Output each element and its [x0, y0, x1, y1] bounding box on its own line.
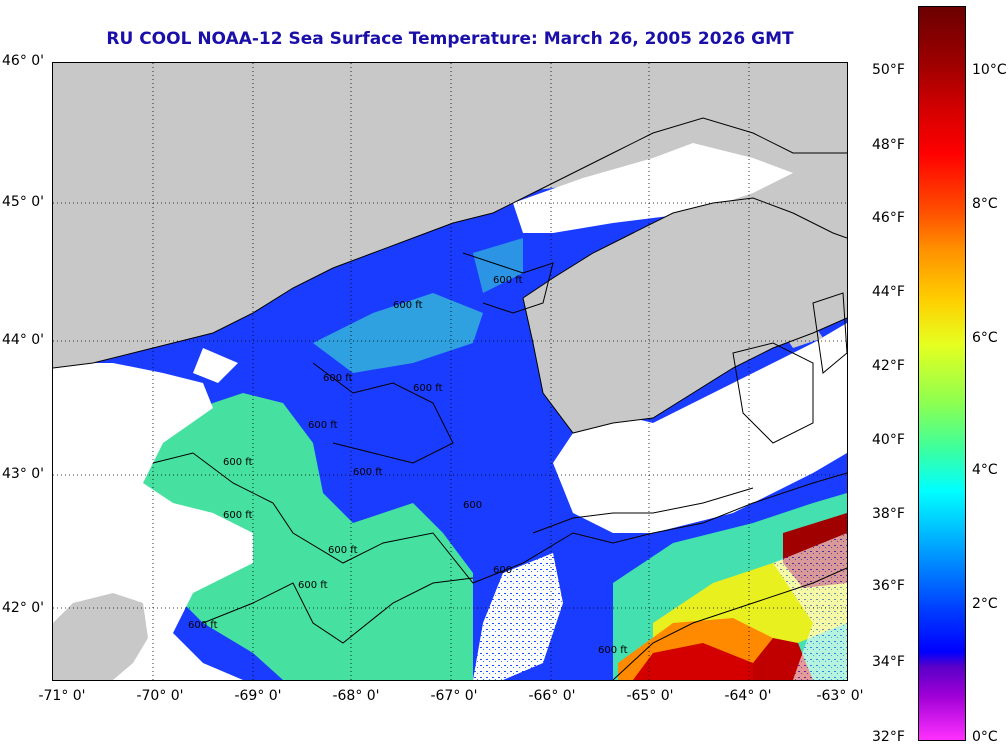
contour-label: 600 ft — [413, 383, 443, 394]
contour-label: 600 ft — [308, 420, 338, 431]
contour-label: 600 ft — [188, 620, 218, 631]
celsius-label: 0°C — [972, 729, 998, 745]
longitude-label: -69° 0' — [234, 688, 282, 704]
fahrenheit-label: 36°F — [872, 578, 905, 594]
fahrenheit-label: 42°F — [872, 358, 905, 374]
contour-label: 600 — [493, 565, 512, 576]
sst-map[interactable]: 600 ft 600 ft 600 ft 600 ft 600 ft 600 f… — [52, 62, 848, 681]
celsius-label: 4°C — [972, 462, 998, 478]
cloud-bay-of-fundy — [513, 143, 793, 233]
cloud-nova-scotia-shelf — [553, 323, 847, 533]
latitude-label: 43° 0' — [2, 466, 45, 482]
latitude-label: 46° 0' — [2, 53, 45, 69]
contour-label: 600 ft — [223, 457, 253, 468]
longitude-label: -68° 0' — [332, 688, 380, 704]
fahrenheit-label: 44°F — [872, 284, 905, 300]
longitude-label: -71° 0' — [38, 688, 86, 704]
coastline-nova-scotia — [522, 197, 847, 434]
latitude-label: 45° 0' — [2, 194, 45, 210]
contour-label: 600 ft — [393, 300, 423, 311]
contour-label: 600 ft — [323, 373, 353, 384]
land-cape-cod — [53, 593, 148, 680]
fahrenheit-label: 34°F — [872, 654, 905, 670]
contour-label: 600 ft — [353, 467, 383, 478]
celsius-label: 2°C — [972, 596, 998, 612]
contour-label: 600 ft — [223, 510, 253, 521]
coastline — [53, 117, 847, 369]
celsius-label: 8°C — [972, 196, 998, 212]
longitude-label: -65° 0' — [626, 688, 674, 704]
depth-contours — [152, 252, 847, 680]
longitude-label: -63° 0' — [816, 688, 864, 704]
ocean-cyan-patches — [313, 293, 483, 373]
ocean-cool-region — [133, 393, 473, 680]
fahrenheit-label: 40°F — [872, 432, 905, 448]
longitude-label: -64° 0' — [724, 688, 772, 704]
contour-label: 600 ft — [328, 545, 358, 556]
map-canvas: 600 ft 600 ft 600 ft 600 ft 600 ft 600 f… — [53, 63, 847, 680]
temperature-color-bar — [918, 6, 966, 741]
contour-label: 600 — [463, 500, 482, 511]
fahrenheit-label: 50°F — [872, 62, 905, 78]
contour-label: 600 ft — [598, 645, 628, 656]
longitude-label: -70° 0' — [136, 688, 184, 704]
chart-title: RU COOL NOAA-12 Sea Surface Temperature:… — [106, 29, 794, 49]
fahrenheit-label: 32°F — [872, 729, 905, 745]
cloud-southeast-specks — [773, 533, 847, 680]
fahrenheit-label: 46°F — [872, 210, 905, 226]
graticule — [53, 63, 847, 680]
latitude-label: 44° 0' — [2, 332, 45, 348]
land-nova-scotia — [523, 198, 847, 433]
contour-label: 600 ft — [298, 580, 328, 591]
celsius-label: 10°C — [972, 62, 1007, 78]
ocean-red-core — [633, 643, 763, 680]
celsius-label: 6°C — [972, 330, 998, 346]
longitude-label: -67° 0' — [430, 688, 478, 704]
cloud-georges-specks — [473, 553, 563, 680]
land-new-england — [53, 63, 847, 368]
fahrenheit-label: 38°F — [872, 506, 905, 522]
latitude-label: 42° 0' — [2, 600, 45, 616]
ocean-cyan-patch-2 — [473, 238, 523, 293]
cloud-west-blob — [193, 348, 238, 383]
contour-label: 600 ft — [493, 275, 523, 286]
longitude-label: -66° 0' — [528, 688, 576, 704]
fahrenheit-label: 48°F — [872, 137, 905, 153]
